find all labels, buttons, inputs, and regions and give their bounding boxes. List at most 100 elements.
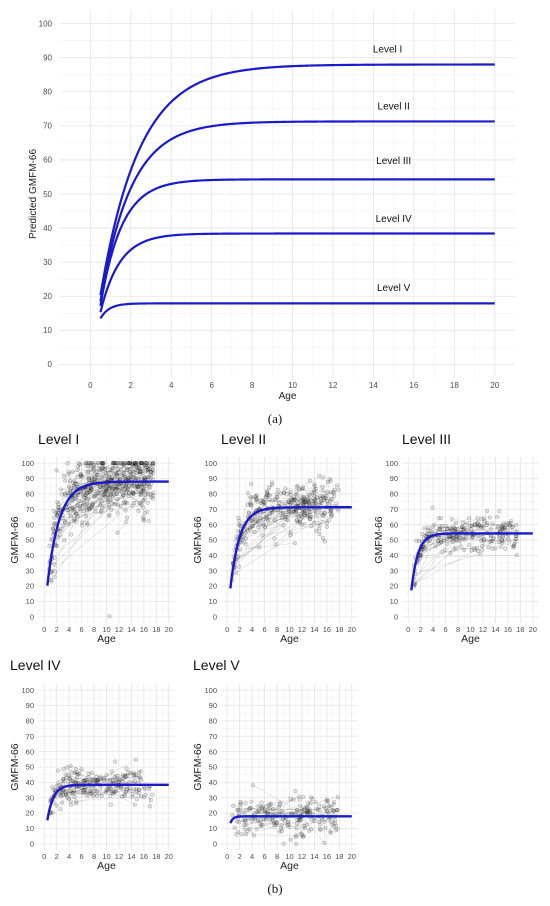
trajectory-segment	[94, 480, 111, 488]
data-point	[261, 502, 266, 507]
data-point	[496, 527, 501, 532]
trajectory-segment	[55, 790, 96, 793]
trajectory-segment	[107, 486, 124, 490]
trajectory-segment	[236, 821, 288, 826]
data-point	[439, 539, 444, 545]
data-point	[104, 787, 109, 792]
trajectory-segment	[68, 478, 145, 525]
trajectory-segment	[326, 799, 332, 808]
data-point	[98, 484, 103, 489]
data-point	[265, 493, 270, 498]
data-point	[121, 487, 126, 492]
data-point	[495, 524, 501, 529]
data-point	[148, 492, 153, 497]
data-point	[86, 771, 91, 776]
data-point	[248, 525, 253, 530]
data-point	[239, 832, 244, 837]
trajectory-segment	[129, 791, 145, 798]
data-point	[320, 484, 325, 489]
y-tick-label: 10	[209, 597, 217, 606]
data-point	[142, 486, 147, 492]
data-point	[69, 532, 74, 537]
data-point	[128, 471, 134, 477]
data-point	[148, 797, 153, 803]
data-point	[234, 534, 239, 539]
data-point	[301, 499, 306, 504]
data-point	[331, 802, 336, 807]
panel-title: Level III	[402, 431, 451, 447]
data-point	[111, 486, 116, 491]
data-point	[89, 475, 94, 480]
trajectory-segment	[115, 480, 136, 505]
data-point	[295, 501, 301, 506]
panel-a-chart: 0 2 4 6 8 10 12 14 16 18 200102030405060708090100A…	[28, 10, 515, 402]
data-point	[318, 496, 323, 501]
y-tick-label: 60	[209, 520, 217, 529]
data-point	[99, 461, 105, 466]
trajectory-segment	[126, 768, 150, 787]
data-point	[54, 783, 60, 788]
y-tick-label: 90	[390, 474, 398, 483]
data-point	[498, 544, 503, 549]
data-point	[74, 799, 79, 804]
data-point	[121, 474, 127, 479]
trajectory-segment	[295, 492, 315, 506]
trajectory-segment	[267, 796, 300, 814]
data-point	[265, 518, 270, 523]
data-point	[70, 480, 75, 485]
data-point	[127, 461, 132, 466]
data-point	[116, 467, 121, 472]
data-point	[305, 805, 310, 811]
data-point	[272, 820, 277, 825]
trajectory-segment	[245, 819, 289, 825]
data-point	[305, 810, 310, 815]
data-point	[65, 507, 70, 513]
trajectory-segment	[250, 807, 304, 811]
data-point	[296, 794, 302, 799]
data-point	[114, 491, 119, 496]
x-tick-label: 14	[127, 852, 135, 861]
data-point	[254, 493, 259, 498]
data-point	[77, 503, 82, 508]
x-tick-label: 20	[165, 625, 173, 634]
data-point	[53, 510, 58, 515]
trajectory-segment	[235, 501, 331, 561]
data-point	[72, 506, 77, 511]
data-point	[130, 462, 135, 467]
data-point	[429, 530, 435, 535]
data-point	[260, 498, 265, 503]
data-point	[479, 539, 484, 544]
data-point	[52, 521, 57, 526]
data-point	[330, 497, 335, 502]
data-point	[248, 806, 253, 811]
data-point	[127, 469, 132, 474]
data-point	[81, 494, 86, 500]
data-point	[288, 492, 293, 497]
data-point	[124, 515, 130, 520]
data-point	[299, 832, 305, 837]
data-point	[261, 522, 266, 527]
trajectory-segment	[239, 497, 295, 536]
data-point	[298, 817, 303, 822]
y-tick-label: 100	[385, 459, 398, 468]
y-tick-label: 20	[209, 809, 217, 818]
data-point	[89, 505, 94, 510]
trajectory-segment	[101, 463, 117, 495]
data-point	[98, 774, 103, 780]
data-point	[288, 796, 293, 801]
data-point	[71, 483, 77, 488]
data-point	[297, 817, 302, 822]
trajectory-segment	[87, 471, 141, 500]
data-point	[328, 508, 334, 514]
data-point	[288, 501, 293, 506]
data-point	[114, 471, 119, 476]
trajectory-segment	[425, 535, 500, 543]
data-point	[54, 543, 60, 548]
data-point	[67, 484, 72, 489]
x-tick-label: 16	[323, 852, 331, 861]
data-point	[140, 485, 145, 490]
data-point	[328, 805, 334, 810]
trajectory-segment	[233, 488, 317, 568]
trajectory-segment	[97, 474, 102, 513]
